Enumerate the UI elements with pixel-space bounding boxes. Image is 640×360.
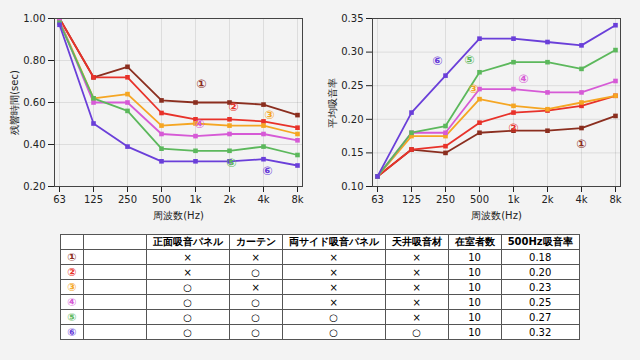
html-text:③: ③ [67,280,77,294]
html-text:在室者数: 在室者数 [454,236,495,247]
html-text:10: 10 [468,281,481,293]
html-text:500Hz吸音率: 500Hz吸音率 [507,236,573,247]
svg-text:1k: 1k [189,194,201,205]
svg-text:0.35: 0.35 [341,13,363,24]
svg-text:500: 500 [470,194,489,205]
svg-text:周波数(Hz): 周波数(Hz) [153,210,204,221]
html-text:④: ④ [67,295,77,309]
html-text:0.32: 0.32 [529,326,552,338]
svg-text:0.60: 0.60 [23,97,45,108]
svg-text:平均吸音率: 平均吸音率 [327,78,338,128]
svg-text:0.15: 0.15 [341,147,363,158]
svg-text:0.10: 0.10 [341,181,363,192]
html-text:⑥: ⑥ [67,325,77,339]
html-text:②: ② [67,265,77,279]
svg-text:⑤: ⑤ [226,156,236,170]
svg-text:4k: 4k [575,194,587,205]
svg-text:500: 500 [152,194,171,205]
svg-text:①: ① [196,77,206,91]
svg-text:⑥: ⑥ [432,54,442,68]
html-text:0.25: 0.25 [529,296,552,308]
svg-text:⑤: ⑤ [464,53,474,67]
svg-text:8k: 8k [291,194,303,205]
svg-text:周波数(Hz): 周波数(Hz) [471,210,522,221]
svg-text:③: ③ [264,108,274,122]
html-text:0.27: 0.27 [529,311,552,323]
svg-text:63: 63 [53,194,66,205]
svg-text:②: ② [228,100,238,114]
html-text:10: 10 [468,266,481,278]
html-text:正面吸音パネル: 正面吸音パネル [152,236,223,247]
html-text:0.18: 0.18 [529,251,552,263]
svg-text:残響時間(sec): 残響時間(sec) [9,70,20,135]
svg-text:③: ③ [468,82,478,96]
svg-text:1.00: 1.00 [23,13,45,24]
svg-text:⑥: ⑥ [262,164,272,178]
html-text:①: ① [67,250,77,264]
svg-text:0.30: 0.30 [341,46,363,57]
svg-text:4k: 4k [257,194,269,205]
svg-text:④: ④ [194,117,204,131]
svg-text:①: ① [576,137,586,151]
svg-text:250: 250 [118,194,137,205]
svg-text:0.80: 0.80 [23,55,45,66]
html-text:10: 10 [468,251,481,263]
html-text:天井吸音材: 天井吸音材 [391,236,442,247]
html-text:⑤: ⑤ [67,310,77,324]
svg-text:2k: 2k [223,194,235,205]
html-text:0.20: 0.20 [529,266,552,278]
html-text:0.23: 0.23 [529,281,552,293]
svg-text:0.20: 0.20 [341,114,363,125]
svg-text:1k: 1k [507,194,519,205]
svg-text:125: 125 [84,194,103,205]
svg-text:0.25: 0.25 [341,80,363,91]
html-text:カーテン: カーテン [235,236,276,247]
svg-text:0.40: 0.40 [23,139,45,150]
html-text:10: 10 [468,311,481,323]
svg-text:②: ② [508,121,518,135]
svg-text:0.20: 0.20 [23,181,45,192]
html-text:10: 10 [468,326,481,338]
svg-text:250: 250 [436,194,455,205]
svg-text:8k: 8k [609,194,621,205]
html-text:両サイド吸音パネル: 両サイド吸音パネル [288,236,379,247]
svg-text:63: 63 [371,194,384,205]
svg-text:125: 125 [402,194,421,205]
svg-text:2k: 2k [541,194,553,205]
svg-text:④: ④ [518,72,528,86]
html-text:10: 10 [468,296,481,308]
